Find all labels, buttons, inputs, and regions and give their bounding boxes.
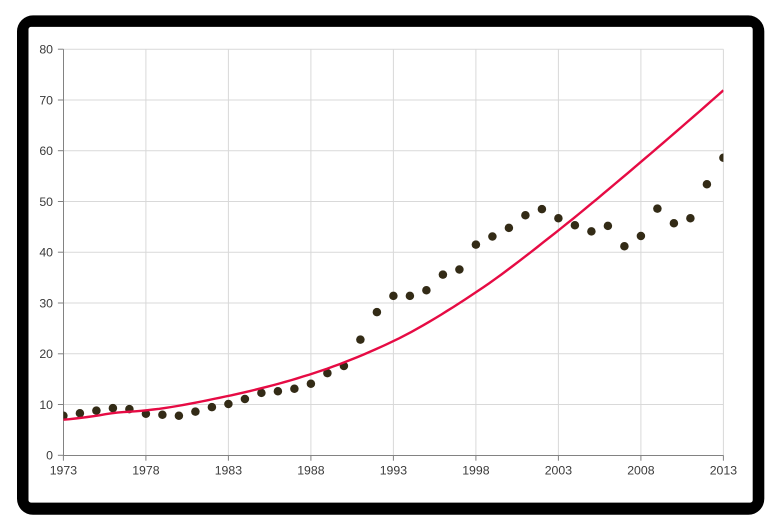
svg-text:1998: 1998 (462, 464, 490, 478)
svg-text:60: 60 (39, 144, 53, 158)
svg-text:20: 20 (39, 347, 53, 361)
svg-text:30: 30 (39, 296, 53, 310)
svg-text:10: 10 (39, 398, 53, 412)
svg-text:70: 70 (39, 93, 53, 107)
svg-text:2008: 2008 (627, 464, 655, 478)
svg-text:1983: 1983 (215, 464, 243, 478)
svg-text:1993: 1993 (380, 464, 408, 478)
svg-text:1978: 1978 (132, 464, 160, 478)
svg-text:1973: 1973 (50, 464, 78, 478)
svg-text:2003: 2003 (545, 464, 573, 478)
svg-text:2013: 2013 (710, 464, 738, 478)
svg-text:50: 50 (39, 195, 53, 209)
svg-text:1988: 1988 (297, 464, 325, 478)
svg-text:40: 40 (39, 246, 53, 260)
svg-text:80: 80 (39, 43, 53, 57)
svg-text:0: 0 (46, 449, 53, 463)
